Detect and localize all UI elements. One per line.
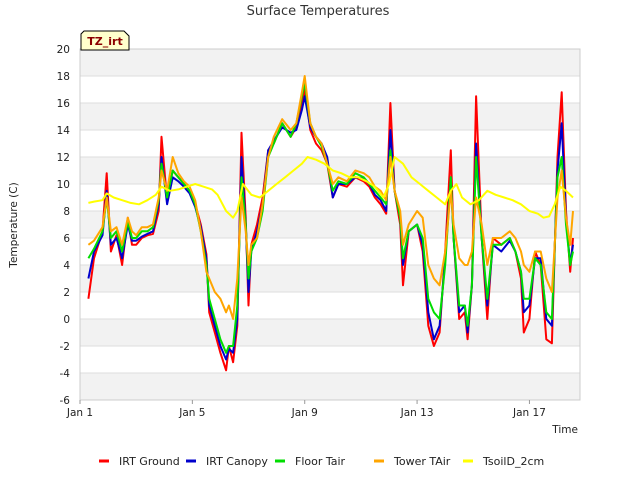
grid-band [80,130,580,157]
grid-band [80,211,580,238]
legend-label: TsoilD_2cm [482,455,544,468]
grid-band [80,265,580,292]
y-tick-label: 6 [63,233,70,245]
y-tick-label: 16 [57,98,71,110]
y-tick-label: 4 [63,260,70,272]
series-line-tower-tair [87,75,574,320]
legend-label: Tower TAir [393,455,451,468]
y-tick-label: 12 [57,152,70,164]
x-tick-label: Jan 17 [512,407,546,419]
legend-label: IRT Canopy [206,455,268,468]
legend-label: Floor Tair [295,455,346,468]
legend: IRT Ground IRT Canopy Floor Tair Tower TAir… [99,455,544,468]
chart-title: Surface Temperatures [247,4,390,19]
x-tick-label: Jan 1 [66,407,93,419]
y-tick-label: 8 [63,206,70,218]
plot-frame [79,48,581,401]
grid-band [80,319,580,346]
grid-band [80,238,580,265]
grid-band [80,76,580,103]
y-tick-label: 0 [63,314,70,326]
x-tick-label: Jan 9 [291,407,318,419]
tag-label: TZ_irt [87,35,122,48]
y-tick-label: 14 [57,125,71,137]
y-tick-label: -4 [60,368,71,380]
series-group [87,75,574,372]
y-tick-label: 18 [57,71,70,83]
y-tick-label: -6 [60,395,71,407]
grid-band [80,292,580,319]
y-tick-label: 20 [57,44,70,56]
x-tick-label: Jan 5 [178,407,205,419]
tag-box: TZ_irt [80,30,130,51]
tag-box-frame [80,30,130,51]
grid-band [80,49,580,76]
x-ticks: Jan 1 Jan 5 Jan 9 Jan 13 Jan 17 [66,400,546,419]
axes [79,48,581,401]
grid-band [80,346,580,373]
y-tick-label: 2 [63,287,70,299]
x-axis-label: Time [551,424,578,436]
y-axis-label: Temperature (C) [8,182,20,268]
grid-band [80,103,580,130]
legend-label: IRT Ground [119,455,180,468]
y-ticks: -6 -4 -2 0 2 4 6 8 10 12 14 16 18 20 [57,44,71,407]
series-line-tsoild-2cm [88,156,574,219]
y-tick-label: 10 [57,179,70,191]
grid-band [80,373,580,400]
y-tick-label: -2 [60,341,70,353]
x-tick-label: Jan 13 [400,407,434,419]
